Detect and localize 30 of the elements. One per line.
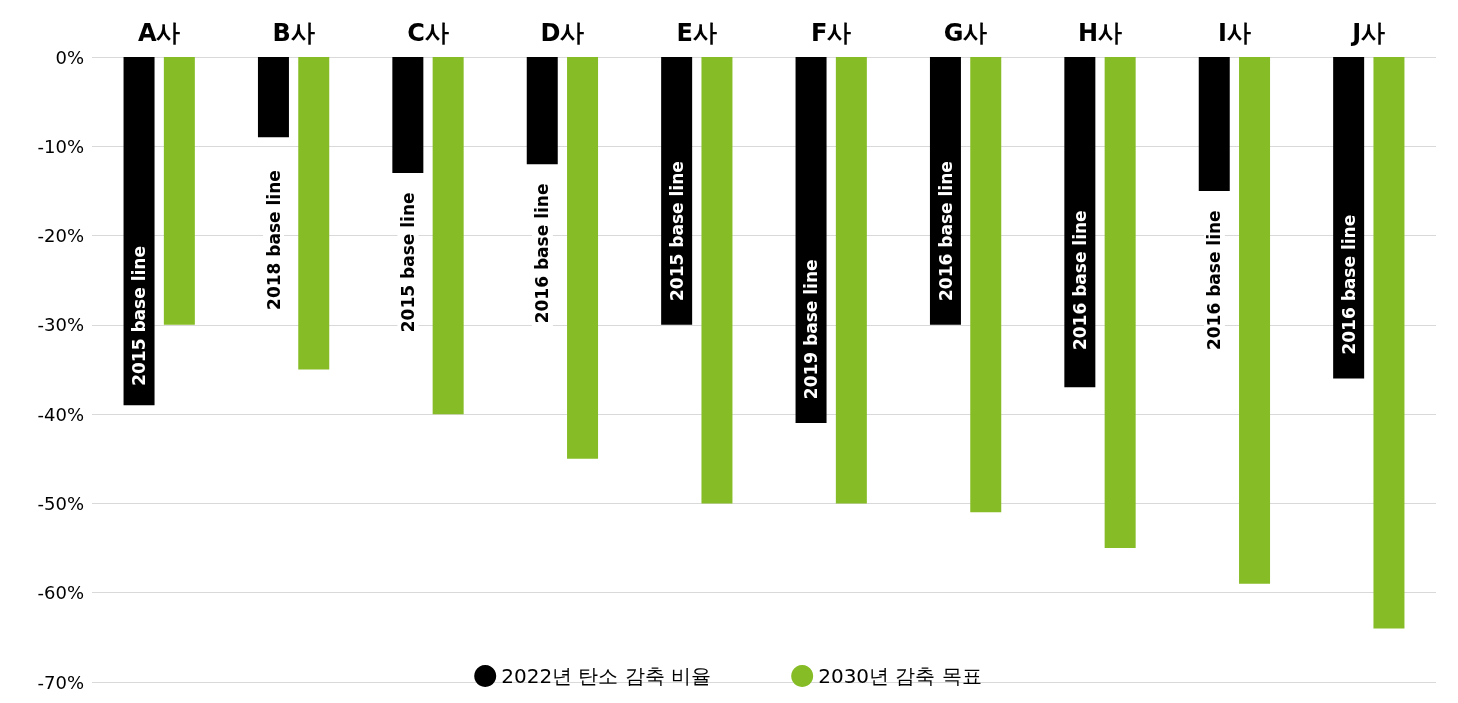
x-tick-label: I사 <box>1217 19 1251 47</box>
annotation: 2016 base line <box>935 161 956 301</box>
annotation: 2015 base line <box>129 246 150 386</box>
y-tick-label: 0% <box>55 46 84 68</box>
x-tick-label: C사 <box>407 19 449 47</box>
x-tick-label: F사 <box>811 19 852 47</box>
annotation: 2019 base line <box>801 259 822 400</box>
y-tick-label: -40% <box>37 403 84 425</box>
y-tick-label: -20% <box>37 225 84 247</box>
y-tick-label: -30% <box>37 314 84 336</box>
annotation: 2018 base line <box>263 170 284 310</box>
x-tick-label: J사 <box>1350 19 1386 47</box>
x-tick-label: H사 <box>1077 19 1123 47</box>
x-tick-label: G사 <box>943 19 988 47</box>
annotation: 2015 base line <box>398 192 418 333</box>
legend-label: 2022년 탄소 감축 비율 <box>501 664 712 688</box>
y-tick-label: -10% <box>37 135 84 157</box>
y-tick-label: -70% <box>37 671 84 693</box>
annotation: 2015 base line <box>666 161 687 301</box>
y-tick-label: -60% <box>37 582 84 604</box>
annotation: 2016 base line <box>1338 214 1359 355</box>
annotation: 2016 base line <box>532 183 553 324</box>
y-tick-label: -50% <box>37 492 84 514</box>
x-tick-label: D사 <box>540 19 585 47</box>
annotation: 2016 base line <box>1070 210 1090 351</box>
x-tick-label: E사 <box>676 19 717 47</box>
annotation: 2016 base line <box>1204 210 1225 351</box>
legend-label: 2030년 감축 목표 <box>818 664 982 688</box>
x-tick-label: B사 <box>272 19 315 47</box>
x-tick-label: A사 <box>137 19 181 47</box>
